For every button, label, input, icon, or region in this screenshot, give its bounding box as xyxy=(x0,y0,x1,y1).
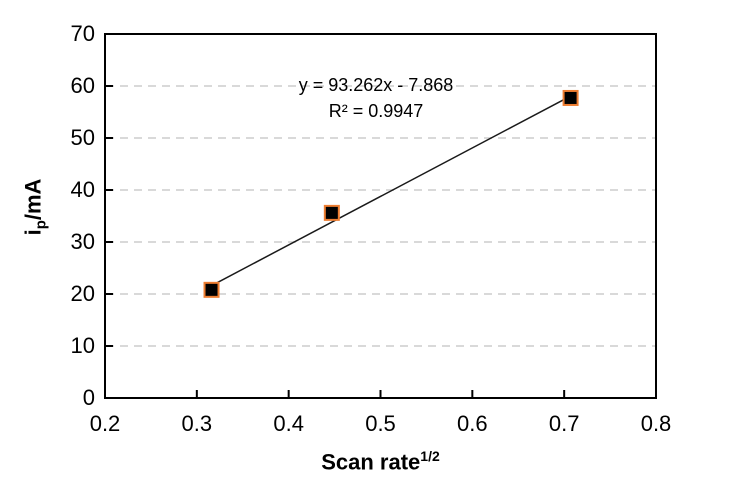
x-tick-label: 0.3 xyxy=(181,411,213,436)
data-point-marker xyxy=(323,204,340,221)
x-tick-label: 0.2 xyxy=(89,411,121,436)
y-tick-label: 60 xyxy=(70,73,95,98)
x-tick-label: 0.6 xyxy=(457,411,488,436)
data-point-marker xyxy=(203,281,220,298)
y-tick-label: 0 xyxy=(82,385,95,410)
trendline xyxy=(211,95,571,287)
x-axis-title-main: Scan rate xyxy=(321,449,421,475)
y-tick-label: 70 xyxy=(70,21,95,46)
y-tick-label: 10 xyxy=(70,333,95,358)
x-tick-label: 0.8 xyxy=(640,411,672,436)
y-axis-title-subscript: p xyxy=(32,220,50,230)
x-tick-label: 0.7 xyxy=(548,411,580,436)
y-tick-label: 40 xyxy=(70,177,95,202)
trendline-equation-text: y = 93.262x - 7.868 xyxy=(298,75,454,95)
y-tick-label: 50 xyxy=(70,125,95,150)
x-axis-title: Scan rate1/2 xyxy=(105,448,656,475)
x-tick-label: 0.4 xyxy=(273,411,304,436)
y-tick-label: 20 xyxy=(70,281,95,306)
data-point-marker xyxy=(562,89,579,106)
y-tick-label: 30 xyxy=(70,229,95,254)
x-tick-label: 0.5 xyxy=(365,411,396,436)
plot-border xyxy=(104,33,657,399)
r-squared-text: R² = 0.9947 xyxy=(328,101,424,121)
equation-annotation: y = 93.262x - 7.868 R² = 0.9947 xyxy=(299,72,454,124)
x-axis-title-superscript: 1/2 xyxy=(420,448,440,464)
